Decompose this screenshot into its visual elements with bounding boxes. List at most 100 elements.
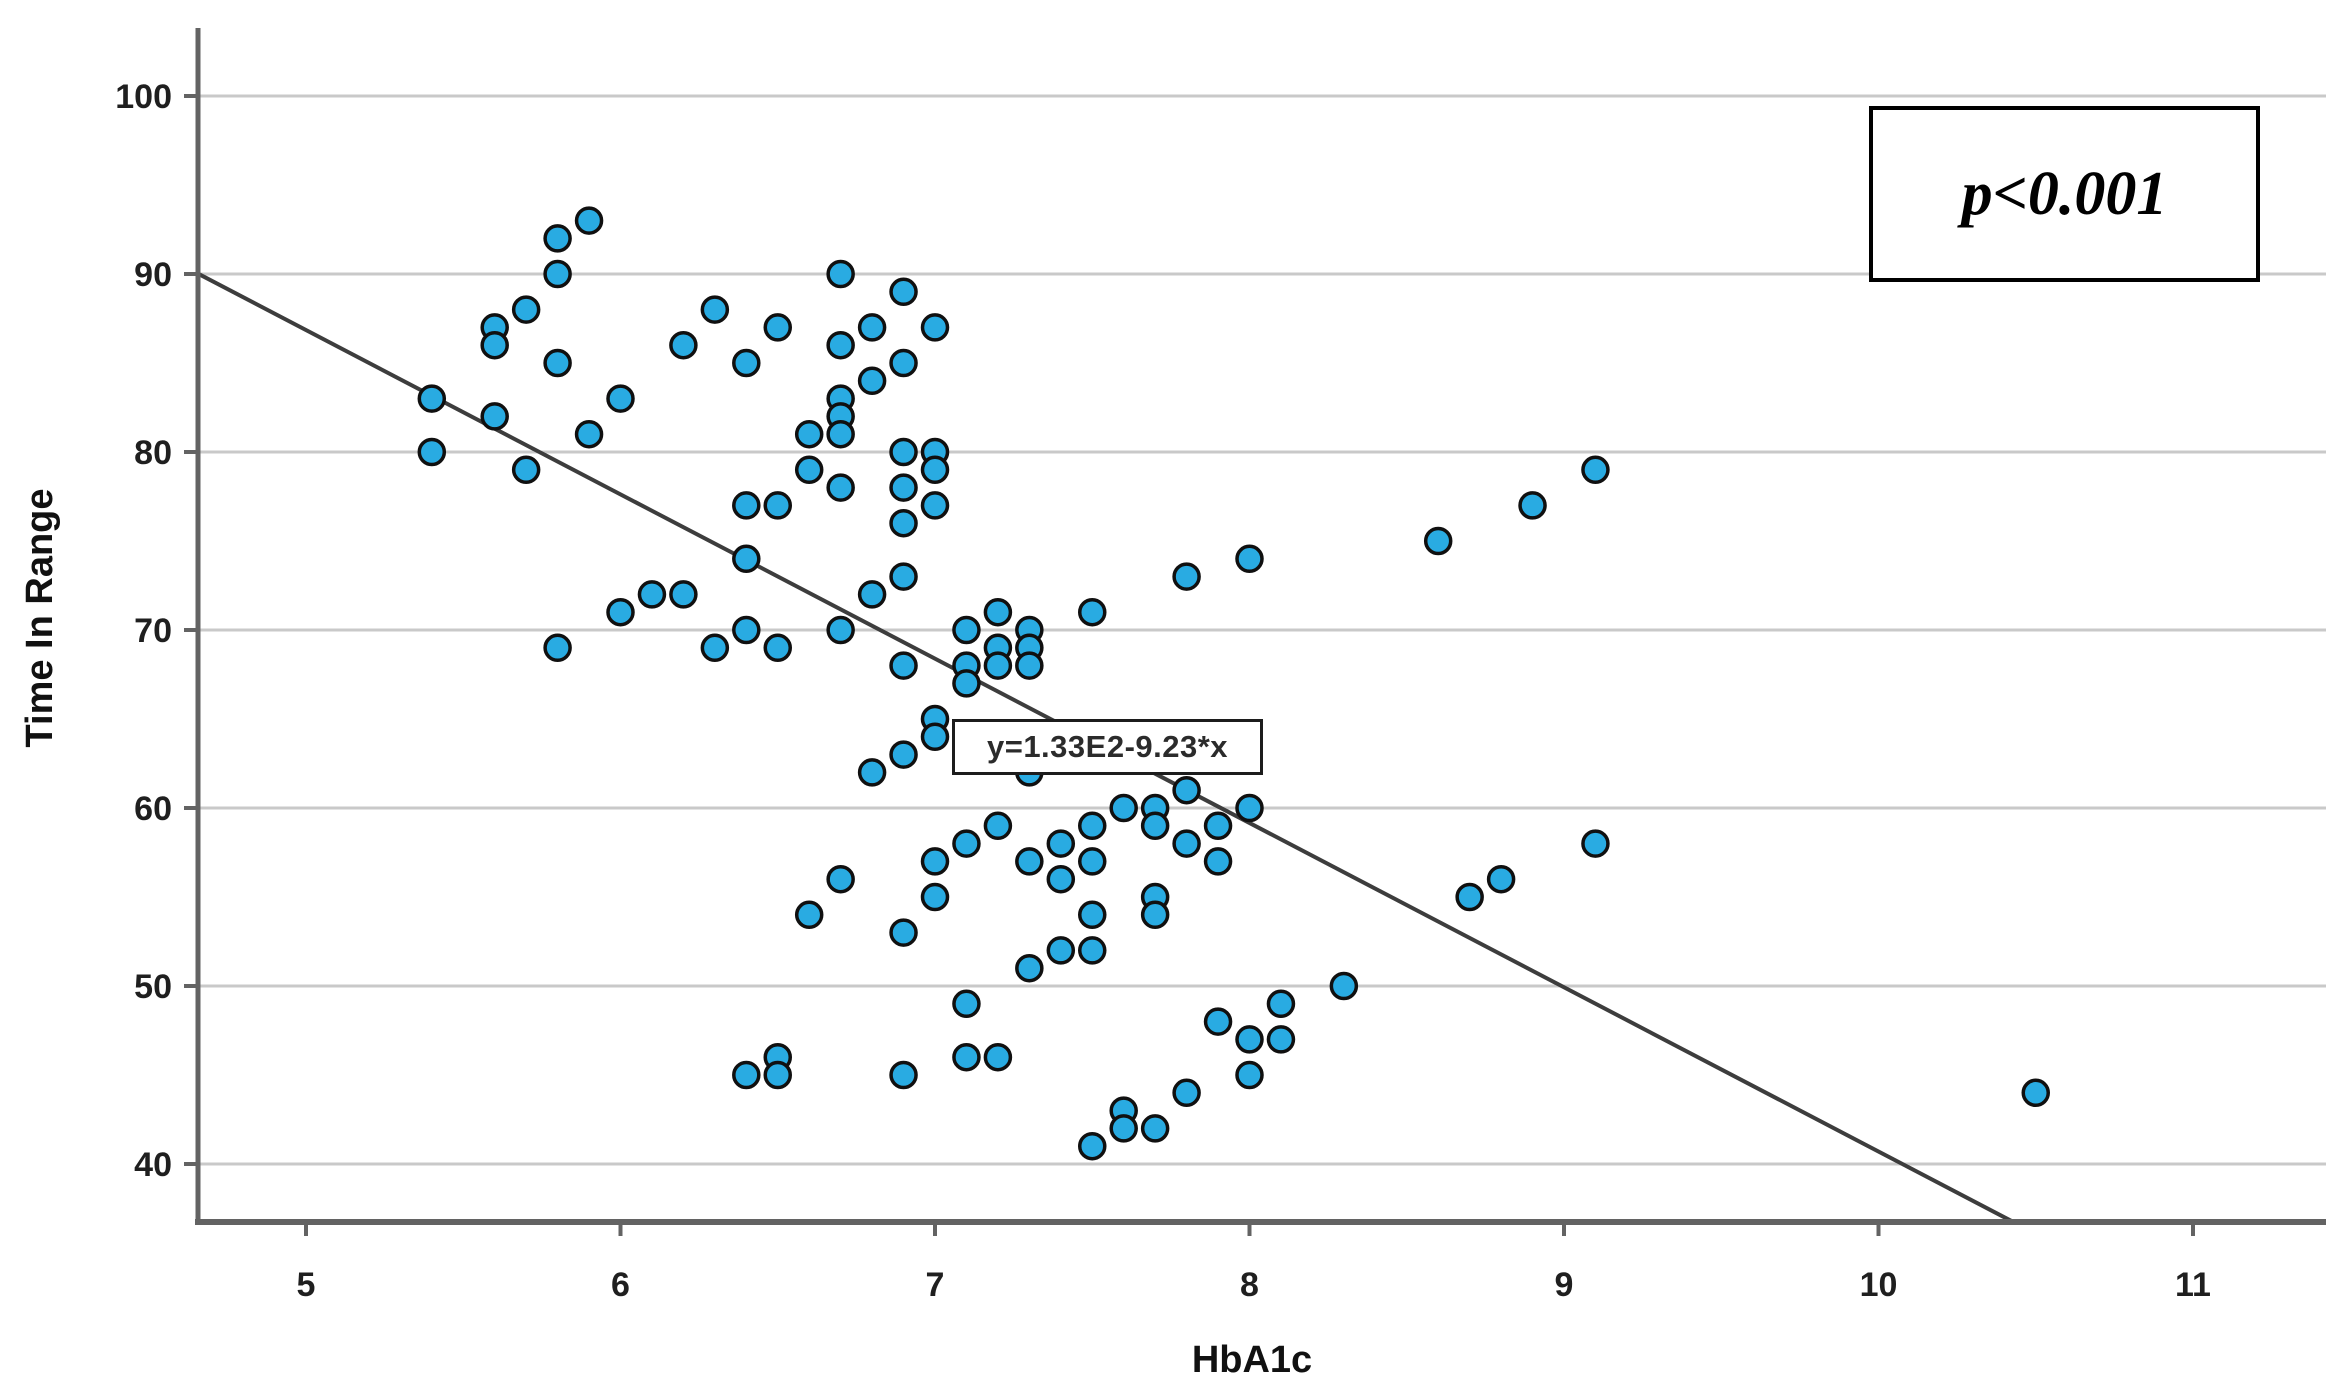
data-point xyxy=(480,330,509,360)
data-point xyxy=(889,740,918,769)
data-point xyxy=(1581,455,1610,485)
data-point xyxy=(889,473,918,502)
x-tick-label: 8 xyxy=(1240,1266,1259,1304)
data-point xyxy=(700,295,730,324)
x-tick-label: 11 xyxy=(2175,1266,2211,1304)
data-point xyxy=(889,562,918,591)
data-point xyxy=(920,847,950,876)
data-point xyxy=(1235,793,1264,823)
data-point xyxy=(983,651,1013,680)
data-point xyxy=(1235,544,1264,574)
data-point xyxy=(637,580,667,609)
data-point xyxy=(920,882,950,912)
data-point xyxy=(920,491,950,520)
data-point xyxy=(857,366,887,396)
data-point xyxy=(1078,1131,1107,1161)
data-point xyxy=(920,455,950,485)
data-point xyxy=(1172,829,1201,858)
data-point xyxy=(826,864,855,894)
data-point xyxy=(543,633,572,663)
y-axis-title: Time In Range xyxy=(19,488,61,747)
data-point xyxy=(1423,526,1453,556)
data-point xyxy=(794,900,824,930)
data-point xyxy=(543,224,572,253)
data-point xyxy=(826,473,855,502)
y-tick-label: 40 xyxy=(134,1146,172,1184)
data-point xyxy=(574,419,604,449)
data-point xyxy=(1172,1078,1201,1108)
data-point xyxy=(1172,562,1201,591)
tick-marks xyxy=(184,94,2195,1236)
y-tick-label: 100 xyxy=(115,78,172,116)
data-point xyxy=(700,633,730,663)
data-point xyxy=(1078,811,1107,841)
data-point xyxy=(1109,1114,1138,1143)
data-point xyxy=(1203,811,1233,841)
data-point xyxy=(1203,847,1233,876)
data-point xyxy=(1172,775,1201,805)
data-point xyxy=(889,348,918,378)
data-point xyxy=(1235,1025,1264,1054)
x-tick-label: 7 xyxy=(926,1266,945,1304)
data-point xyxy=(1078,936,1107,965)
y-tick-label: 80 xyxy=(134,434,172,472)
data-point xyxy=(920,313,950,342)
data-point xyxy=(889,651,918,680)
data-points xyxy=(417,206,2050,1161)
data-point xyxy=(417,384,447,413)
data-point xyxy=(826,419,855,449)
p-value-annotation: p<0.001 xyxy=(1869,106,2260,282)
x-axis-title: HbA1c xyxy=(1192,1339,1312,1381)
data-point xyxy=(1046,936,1076,965)
x-tick-label: 6 xyxy=(611,1266,630,1304)
data-point xyxy=(732,348,761,378)
data-point xyxy=(732,491,761,520)
data-point xyxy=(794,419,824,449)
data-point xyxy=(1455,882,1484,912)
y-tick-label: 70 xyxy=(134,612,172,650)
data-point xyxy=(480,402,509,431)
data-point xyxy=(1109,793,1138,823)
data-point xyxy=(511,455,541,485)
data-point xyxy=(1581,829,1610,858)
data-point xyxy=(1486,864,1516,894)
data-point xyxy=(857,580,887,609)
data-point xyxy=(763,491,792,520)
data-point xyxy=(732,544,761,574)
data-point xyxy=(857,313,887,342)
tick-labels: 100 90 80 70 60 50 40 5 6 7 8 9 10 11 xyxy=(115,78,2211,1304)
data-point xyxy=(826,330,855,360)
data-point xyxy=(574,206,604,235)
data-point xyxy=(669,580,698,609)
x-tick-label: 5 xyxy=(297,1266,316,1304)
data-point xyxy=(889,277,918,307)
data-point xyxy=(952,615,981,645)
data-point xyxy=(1046,864,1076,894)
data-point xyxy=(543,259,572,289)
data-point xyxy=(1140,900,1170,930)
data-point xyxy=(1078,597,1107,627)
y-tick-label: 90 xyxy=(134,256,172,294)
data-point xyxy=(669,330,698,360)
data-point xyxy=(2021,1078,2050,1108)
data-point xyxy=(889,918,918,947)
x-tick-label: 9 xyxy=(1555,1266,1574,1304)
data-point xyxy=(763,313,792,342)
data-point xyxy=(1015,953,1044,983)
data-point xyxy=(826,259,855,289)
data-point xyxy=(1078,900,1107,930)
data-point xyxy=(952,829,981,858)
data-point xyxy=(732,615,761,645)
data-point xyxy=(1203,1007,1233,1036)
data-point xyxy=(417,437,447,467)
data-point xyxy=(543,348,572,378)
data-point xyxy=(952,1042,981,1072)
data-point xyxy=(857,758,887,787)
data-point xyxy=(952,989,981,1019)
data-point xyxy=(1266,1025,1296,1054)
data-point xyxy=(983,1042,1013,1072)
regression-equation-label: y=1.33E2-9.23*x xyxy=(952,719,1263,775)
data-point xyxy=(606,384,635,413)
